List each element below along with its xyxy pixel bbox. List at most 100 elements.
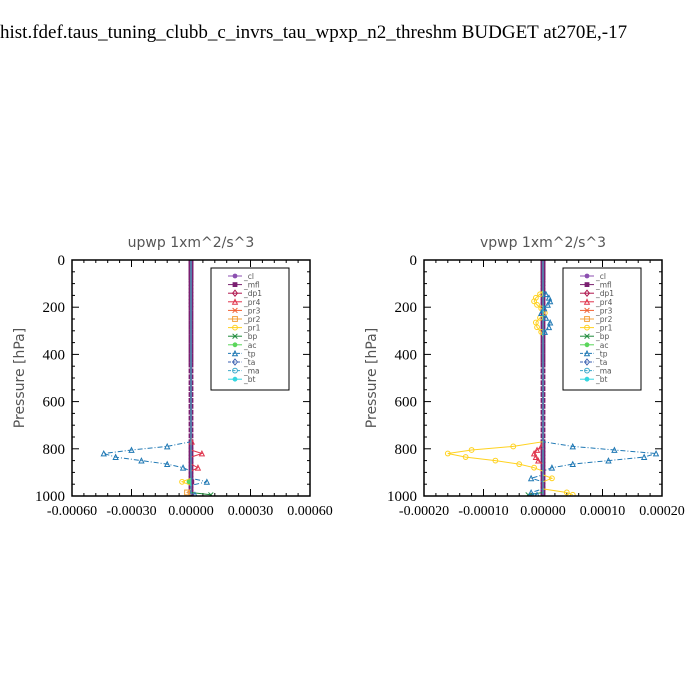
legend-label: _cl <box>595 272 606 281</box>
plot-frame <box>71 259 311 497</box>
figure-title: hist.fdef.taus_tuning_clubb_c_invrs_tau_… <box>0 22 700 52</box>
y-axis-label: Pressure [hPa] <box>364 328 380 428</box>
legend-label: _ac <box>243 341 256 350</box>
legend-label: _bp <box>595 332 610 341</box>
legend-label: _pr3 <box>595 306 613 315</box>
legend-marker <box>231 289 239 298</box>
chart-panel-2: vpwp 1xm^2/s^3 Pressure [hPa] 0 200 400 600 80… <box>364 235 685 519</box>
data-point <box>544 301 551 308</box>
legend-marker <box>232 273 238 279</box>
legend-marker <box>584 307 590 314</box>
data-point <box>192 491 198 496</box>
data-point <box>538 442 545 450</box>
data-point <box>534 324 540 331</box>
data-point <box>542 314 550 321</box>
series-line-bp <box>190 260 211 496</box>
legend-marker <box>231 298 239 305</box>
y-tick-label: 400 <box>43 347 66 363</box>
legend-label: _pr3 <box>243 306 261 315</box>
y-tick-label: 400 <box>395 347 418 363</box>
panel-title: upwp 1xm^2/s^3 <box>128 235 255 251</box>
legend-label: _pr4 <box>243 298 261 307</box>
data-point <box>112 453 119 460</box>
legend-marker <box>231 358 239 366</box>
panel-title: vpwp 1xm^2/s^3 <box>480 235 606 251</box>
data-point <box>563 489 570 496</box>
x-tick-label: 0.00030 <box>228 504 274 519</box>
legend-marker <box>583 358 591 366</box>
data-point <box>531 298 537 305</box>
data-point <box>189 479 195 485</box>
legend-marker <box>584 273 590 279</box>
data-point <box>179 464 187 471</box>
data-point <box>652 450 660 457</box>
legend-label: _pr2 <box>595 315 613 324</box>
data-point <box>203 478 211 485</box>
data-point <box>194 464 202 471</box>
legend-marker <box>584 342 590 348</box>
legend-marker <box>584 316 590 322</box>
plot-area <box>100 260 214 496</box>
legend-label: _bt <box>243 375 256 384</box>
plot-area <box>444 260 660 496</box>
legend-marker <box>232 282 238 287</box>
legend-marker <box>232 324 238 331</box>
data-point <box>510 443 517 450</box>
data-point <box>569 460 576 468</box>
data-point <box>538 309 545 316</box>
data-point <box>163 460 171 468</box>
data-point <box>537 291 543 298</box>
data-point <box>569 442 576 450</box>
x-tick-label: 0.00060 <box>287 504 333 519</box>
y-tick-label: 0 <box>410 253 418 269</box>
legend-marker <box>232 342 238 348</box>
legend-label: _pr4 <box>595 298 613 307</box>
data-point <box>163 442 171 450</box>
data-point <box>534 491 540 496</box>
data-point <box>462 454 469 460</box>
legend-marker <box>584 333 590 339</box>
y-tick-label: 200 <box>395 300 418 316</box>
data-point <box>546 319 554 326</box>
legend-box <box>210 267 290 391</box>
data-point <box>549 475 555 482</box>
legend-marker <box>583 298 591 305</box>
legend-marker <box>584 367 590 374</box>
data-point <box>444 450 451 457</box>
plot-frame <box>423 259 663 497</box>
data-point <box>611 446 618 453</box>
legend-label: _ma <box>243 367 260 376</box>
data-point <box>527 488 535 496</box>
legend-label: _tp <box>595 349 608 358</box>
legend-marker <box>232 307 238 314</box>
legend-box <box>562 267 642 391</box>
legend-label: _dp1 <box>595 289 614 298</box>
legend-marker <box>584 324 590 331</box>
x-tick-label: -0.00010 <box>458 504 508 519</box>
y-tick-label: 1000 <box>35 489 65 505</box>
x-tick-label: -0.00020 <box>399 504 449 519</box>
legend-label: _bt <box>595 375 608 384</box>
x-tick-label: 0.00020 <box>639 504 685 519</box>
data-point <box>541 328 548 335</box>
x-tick-label: -0.00030 <box>106 504 156 519</box>
data-point <box>208 492 214 496</box>
legend-label: _mfl <box>243 281 260 290</box>
data-point <box>516 461 523 468</box>
legend-label: _ta <box>595 358 607 367</box>
x-tick-label: 0.00000 <box>520 504 566 519</box>
legend-label: _tp <box>243 349 256 358</box>
y-tick-label: 0 <box>58 253 66 269</box>
data-point <box>532 453 540 460</box>
data-point <box>184 489 190 496</box>
x-tick-label: 0.00010 <box>580 504 626 519</box>
legend-marker <box>584 282 590 287</box>
legend-label: _pr2 <box>243 315 261 324</box>
data-point <box>640 453 648 460</box>
data-point <box>533 446 541 453</box>
legend-marker <box>232 376 238 382</box>
y-axis-label: Pressure [hPa] <box>12 328 28 428</box>
data-point <box>198 450 206 457</box>
legend-marker <box>584 376 590 382</box>
